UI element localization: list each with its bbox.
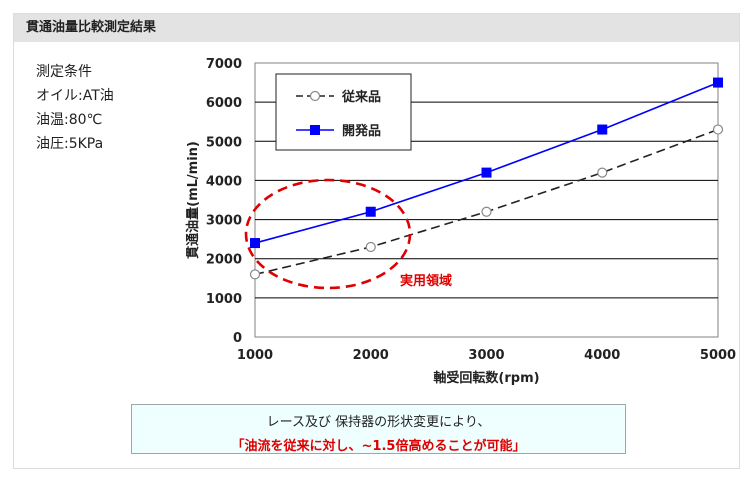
practical-range-label: 実用領域 <box>400 273 452 289</box>
conclusion-box: レース及び 保持器の形状変更により、 「油流を従来に対し、~1.5倍高めることが… <box>131 404 626 454</box>
conclusion-line-2: 「油流を従来に対し、~1.5倍高めることが可能」 <box>231 439 526 454</box>
y-tick-label: 3000 <box>206 214 242 229</box>
legend-marker-developed <box>310 125 320 135</box>
conclusion-line-1: レース及び 保持器の形状変更により、 <box>266 415 491 430</box>
y-tick-label: 7000 <box>206 57 242 72</box>
conditions-heading: 測定条件 <box>36 64 92 80</box>
point-conventional <box>365 241 376 253</box>
legend-label-conventional: 従来品 <box>341 89 381 105</box>
measurement-conditions: 測定条件 オイル:AT油 油温:80℃ 油圧:5KPa <box>36 60 114 156</box>
legend-box <box>275 73 412 151</box>
y-tick-label: 1000 <box>206 292 242 307</box>
y-tick-label: 4000 <box>206 174 242 189</box>
point-developed <box>250 238 260 249</box>
point-conventional <box>481 206 492 217</box>
x-axis-title: 軸受回転数(rpm) <box>433 370 539 386</box>
legend-label-developed: 開発品 <box>342 123 381 139</box>
x-tick-label: 4000 <box>584 348 620 363</box>
y-tick-label: 5000 <box>206 135 242 150</box>
x-tick-label: 3000 <box>468 348 504 363</box>
y-axis-title: 貫通油量(mL/min) <box>185 141 201 259</box>
condition-oil: オイル:AT油 <box>36 88 114 104</box>
point-developed <box>481 167 492 178</box>
point-conventional <box>712 124 724 135</box>
y-tick-label: 2000 <box>206 253 242 268</box>
x-tick-label: 2000 <box>353 348 389 363</box>
point-conventional <box>249 269 261 280</box>
condition-temperature: 油温:80℃ <box>36 112 103 128</box>
point-developed <box>713 77 723 88</box>
condition-pressure: 油圧:5KPa <box>36 136 104 152</box>
point-developed <box>597 124 608 135</box>
y-tick-label: 6000 <box>206 96 242 111</box>
practical-range-ellipse <box>244 178 412 290</box>
x-tick-label: 5000 <box>700 348 736 363</box>
x-tick-label: 1000 <box>237 348 273 363</box>
point-developed <box>365 206 376 217</box>
y-tick-label: 0 <box>233 331 242 346</box>
point-conventional <box>597 167 608 178</box>
panel-title: 貫通油量比較測定結果 <box>14 14 739 42</box>
legend-marker-conventional <box>309 90 321 102</box>
